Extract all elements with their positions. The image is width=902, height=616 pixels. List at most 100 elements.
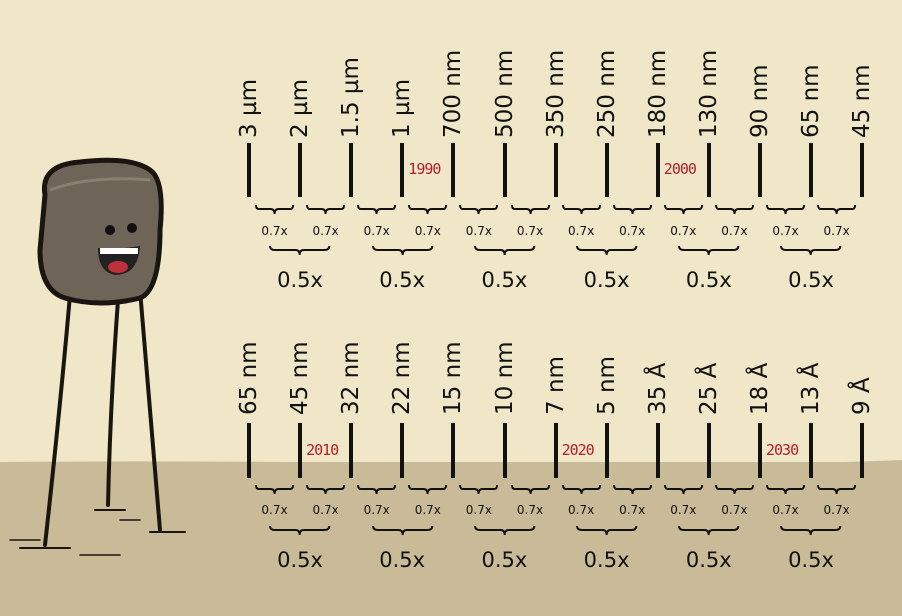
node-tick [502, 143, 507, 197]
node-label: 700 nm [440, 49, 467, 138]
shrink-factor-0.7: 0.7x [516, 503, 544, 517]
node-tick [502, 423, 507, 478]
node-label: 90 nm [747, 64, 773, 138]
node-tick [400, 423, 405, 478]
node-label: 1.5 µm [338, 57, 365, 138]
small-brace [612, 204, 652, 215]
small-brace [357, 204, 397, 215]
shrink-factor-0.7: 0.7x [721, 503, 748, 517]
small-brace [714, 484, 754, 495]
small-brace [714, 204, 754, 215]
node-tick [349, 423, 354, 478]
small-brace [306, 484, 346, 495]
node-label: 350 nm [542, 49, 569, 138]
shrink-factor-0.5: 0.5x [379, 268, 426, 292]
node-label: 10 nm [491, 341, 518, 415]
shrink-factor-0.7: 0.7x [414, 503, 441, 517]
shrink-factor-0.5: 0.5x [685, 548, 732, 572]
shrink-factor-0.7: 0.7x [261, 224, 288, 238]
node-tick [758, 143, 762, 197]
node-tick [706, 143, 711, 197]
shrink-factor-0.7: 0.7x [568, 224, 595, 238]
node-label: 130 nm [695, 49, 722, 138]
node-label: 45 nm [849, 64, 876, 138]
year-label: 1990 [408, 160, 441, 178]
node-label: 5 nm [593, 356, 620, 415]
shrink-factor-0.5: 0.5x [685, 268, 732, 292]
node-tick [655, 143, 660, 197]
year-label: 2010 [306, 440, 339, 459]
node-label: 22 nm [389, 341, 416, 415]
node-label: 9 Å [849, 377, 876, 415]
node-tick [247, 143, 251, 197]
shrink-factor-0.7: 0.7x [823, 503, 850, 517]
shrink-factor-0.7: 0.7x [363, 224, 390, 238]
node-label: 500 nm [491, 49, 518, 138]
large-brace [269, 525, 331, 536]
small-brace [357, 484, 397, 495]
shrink-factor-0.5: 0.5x [788, 548, 834, 572]
node-tick [349, 143, 354, 197]
node-label: 2 µm [287, 79, 314, 138]
large-brace [371, 245, 433, 256]
shrink-factor-0.7: 0.7x [772, 503, 799, 517]
node-label: 25 Å [695, 362, 722, 415]
node-tick [860, 143, 865, 197]
node-label: 250 nm [593, 49, 620, 138]
node-label: 35 Å [644, 362, 671, 415]
small-brace [612, 484, 652, 495]
shrink-factor-0.5: 0.5x [277, 548, 323, 572]
large-brace [269, 245, 331, 256]
node-tick [655, 423, 660, 478]
large-brace [780, 525, 842, 536]
node-tick [451, 143, 456, 197]
small-brace [663, 484, 703, 495]
year-label: 2030 [766, 440, 799, 459]
shrink-factor-0.5: 0.5x [277, 268, 323, 292]
shrink-factor-0.7: 0.7x [465, 503, 492, 517]
large-brace [678, 525, 740, 536]
shrink-factor-0.7: 0.7x [516, 224, 544, 238]
year-label: 2020 [561, 440, 595, 459]
shrink-factor-0.5: 0.5x [583, 548, 630, 572]
small-brace [561, 204, 601, 215]
shrink-factor-0.7: 0.7x [823, 224, 850, 238]
node-tick [809, 423, 814, 478]
node-label: 32 nm [338, 341, 365, 415]
shrink-factor-0.7: 0.7x [619, 503, 646, 517]
small-brace [766, 484, 806, 495]
node-tick [298, 143, 303, 197]
small-brace [459, 484, 499, 495]
small-brace [255, 204, 295, 215]
shrink-factor-0.5: 0.5x [583, 268, 630, 292]
node-label: 1 µm [389, 79, 416, 138]
year-label: 2000 [663, 160, 697, 178]
shrink-factor-0.5: 0.5x [788, 268, 834, 292]
shrink-factor-0.5: 0.5x [481, 268, 528, 292]
node-label: 13 Å [798, 362, 825, 415]
small-brace [459, 204, 499, 215]
node-tick [706, 423, 711, 478]
small-brace [766, 204, 806, 215]
shrink-factor-0.7: 0.7x [721, 224, 748, 238]
small-brace [561, 484, 601, 495]
large-brace [473, 245, 536, 256]
large-brace [473, 525, 536, 536]
node-label: 3 µm [236, 79, 262, 138]
node-label: 180 nm [644, 49, 671, 138]
small-brace [408, 204, 448, 215]
node-tick [553, 423, 558, 478]
small-brace [408, 484, 448, 495]
large-brace [371, 525, 433, 536]
node-label: 45 nm [287, 341, 314, 415]
shrink-factor-0.7: 0.7x [670, 503, 697, 517]
small-brace [255, 484, 295, 495]
node-label: 65 nm [798, 64, 825, 138]
shrink-factor-0.7: 0.7x [312, 224, 339, 238]
node-tick [604, 143, 609, 197]
large-brace [576, 525, 638, 536]
node-tick [809, 143, 814, 197]
large-brace [780, 245, 842, 256]
shrink-factor-0.7: 0.7x [670, 224, 697, 238]
large-brace [576, 245, 638, 256]
